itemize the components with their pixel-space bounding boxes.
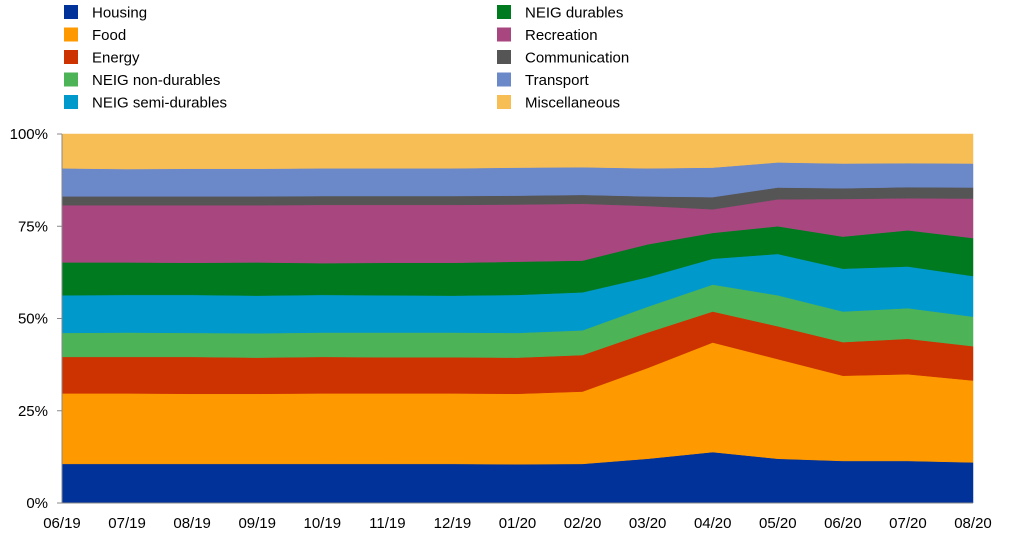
legend-label: Transport xyxy=(525,72,589,89)
x-tick-label: 05/20 xyxy=(759,515,797,532)
legend: Housing Food Energy NEIG non-durables NEIG s… xyxy=(64,5,629,112)
x-tick-label: 07/19 xyxy=(108,515,146,532)
legend-swatch xyxy=(497,5,511,19)
x-tick-label: 10/19 xyxy=(304,515,342,532)
legend-label: Recreation xyxy=(525,27,598,44)
x-tick-label: 03/20 xyxy=(629,515,667,532)
legend-swatch xyxy=(64,95,78,109)
legend-swatch xyxy=(497,95,511,109)
y-tick-label: 75% xyxy=(18,218,48,235)
legend-label: Food xyxy=(92,27,126,44)
area-miscellaneous xyxy=(61,133,974,170)
legend-swatch xyxy=(497,72,511,87)
y-tick-label: 25% xyxy=(18,403,48,420)
legend-swatch xyxy=(64,5,78,19)
axes xyxy=(57,133,973,504)
legend-swatch xyxy=(64,72,78,87)
legend-label: NEIG durables xyxy=(525,5,623,22)
y-tick-labels: 0% 25% 50% 75% 100% xyxy=(10,126,48,512)
y-tick-label: 50% xyxy=(18,311,48,328)
x-tick-label: 02/20 xyxy=(564,515,602,532)
x-tick-label: 08/20 xyxy=(954,515,992,532)
y-tick-label: 0% xyxy=(26,495,48,512)
x-tick-label: 04/20 xyxy=(694,515,732,532)
x-tick-label: 12/19 xyxy=(434,515,472,532)
x-tick-label: 08/19 xyxy=(173,515,211,532)
legend-swatch xyxy=(497,27,511,42)
x-tick-label: 06/20 xyxy=(824,515,862,532)
plot-area xyxy=(61,133,974,504)
x-tick-labels: 06/19 07/19 08/19 09/19 10/19 11/19 12/19 01/20… xyxy=(43,515,992,532)
legend-swatch xyxy=(64,27,78,42)
x-tick-label: 06/19 xyxy=(43,515,81,532)
legend-label: Energy xyxy=(92,50,140,67)
x-tick-label: 11/19 xyxy=(369,515,405,532)
legend-swatch xyxy=(497,50,511,64)
x-tick-label: 01/20 xyxy=(499,515,537,532)
legend-swatch xyxy=(64,50,78,64)
legend-label: NEIG non-durables xyxy=(92,72,220,89)
legend-label: Communication xyxy=(525,50,629,67)
legend-label: Housing xyxy=(92,5,147,22)
legend-label: NEIG semi-durables xyxy=(92,95,227,112)
x-tick-label: 07/20 xyxy=(889,515,927,532)
y-tick-label: 100% xyxy=(10,126,48,143)
x-tick-label: 09/19 xyxy=(238,515,276,532)
legend-label: Miscellaneous xyxy=(525,95,620,112)
